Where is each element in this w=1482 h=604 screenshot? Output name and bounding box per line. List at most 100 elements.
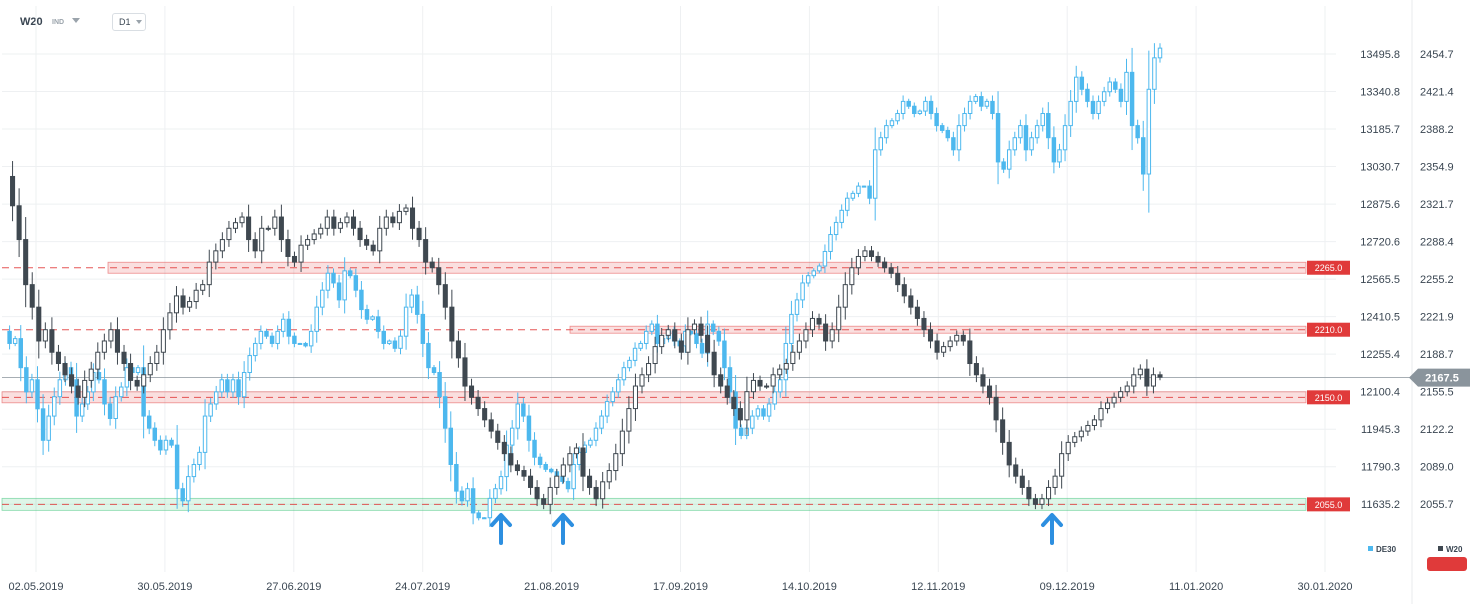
candle-down: [508, 453, 514, 466]
candle-up: [643, 330, 649, 344]
candle-up: [200, 284, 206, 291]
candle-down: [716, 330, 722, 342]
candle-down: [1046, 112, 1051, 139]
candle-up: [576, 451, 582, 465]
candle-up: [593, 427, 599, 441]
candle-up: [817, 265, 822, 272]
level-label: 2150.0: [1307, 390, 1350, 405]
candle-up: [1101, 91, 1107, 102]
level-label-text: 2265.0: [1315, 263, 1343, 273]
candle-up: [247, 355, 252, 374]
candle-up: [241, 372, 247, 398]
candle-up: [297, 342, 303, 345]
candle-down: [10, 175, 16, 207]
candle-up: [809, 317, 816, 331]
timeframe-select[interactable]: D1: [112, 13, 146, 31]
candle-up: [101, 340, 107, 353]
candle-up: [1150, 374, 1156, 387]
level-label: 2265.0: [1307, 260, 1350, 275]
level-label: 2055.0: [1307, 497, 1350, 512]
candle-down: [459, 490, 465, 502]
candle-up: [141, 374, 147, 387]
candle-up: [320, 289, 325, 308]
x-axis-tick: 21.08.2019: [524, 581, 579, 593]
instrument-type-label: IND: [52, 19, 65, 26]
candle-up: [230, 379, 236, 393]
candle-up: [1078, 430, 1084, 438]
candle-up: [1029, 137, 1034, 151]
candle-down: [75, 385, 81, 398]
candle-up: [849, 267, 855, 286]
candle-down: [694, 333, 699, 344]
candle-up: [191, 463, 197, 478]
current-price-badge: 2167.5: [1409, 368, 1470, 387]
candle-up: [318, 227, 324, 235]
candle-up: [135, 367, 141, 374]
candle-down: [350, 216, 357, 229]
candle-down: [24, 367, 29, 393]
candle-up: [275, 330, 280, 344]
candle-up: [197, 451, 202, 465]
right-axis-tick: 2354.9: [1420, 162, 1454, 174]
candle-down: [55, 351, 61, 365]
candle-up: [878, 137, 884, 151]
candle-down: [381, 330, 386, 344]
legend-label: DE30: [1376, 545, 1397, 554]
candle-down: [895, 272, 901, 286]
right-axis-tick: 2255.2: [1420, 274, 1454, 286]
candle-down: [96, 372, 102, 381]
candle-up: [691, 323, 697, 331]
candle-down: [914, 306, 920, 319]
candle-up: [396, 210, 402, 224]
candle-down: [35, 379, 40, 410]
candle-up: [606, 470, 612, 483]
candle-up: [515, 403, 521, 429]
right-axis-tick: 2188.7: [1420, 349, 1454, 361]
candle-up: [850, 192, 856, 199]
candle-down: [901, 284, 907, 297]
candle-down: [678, 340, 684, 353]
candle-up: [46, 415, 51, 441]
candle-down: [409, 207, 416, 229]
x-axis-tick: 14.10.2019: [782, 581, 837, 593]
candle-down: [415, 294, 420, 315]
symbol-label[interactable]: W20: [20, 16, 43, 28]
candle-down: [867, 185, 872, 199]
candle-up: [862, 250, 868, 257]
candle-down: [442, 396, 448, 429]
x-axis-tick: 11.01.2020: [1169, 581, 1223, 593]
candle-up: [232, 222, 239, 229]
level-label-text: 2055.0: [1315, 500, 1343, 510]
candle-up: [1068, 100, 1073, 127]
candle-up: [29, 379, 35, 393]
candle-up: [57, 379, 63, 398]
candle-down: [292, 335, 297, 344]
candle-down: [951, 137, 956, 151]
candle-up: [836, 306, 842, 331]
candle-up: [1096, 100, 1101, 114]
candle-down: [945, 129, 951, 139]
candle-up: [308, 330, 314, 347]
candle-down: [906, 100, 911, 107]
candle-up: [967, 100, 973, 114]
candle-down: [1085, 88, 1090, 102]
candle-up: [665, 329, 671, 336]
candle-down: [252, 239, 258, 252]
candle-down: [908, 295, 914, 308]
level-zones: [1, 261, 1307, 511]
candle-down: [375, 316, 381, 332]
candle-down: [449, 306, 455, 342]
candle-up: [324, 216, 330, 229]
chevron-down-icon[interactable]: [72, 18, 80, 23]
candle-down: [431, 367, 437, 374]
candle-down: [816, 317, 822, 325]
candle-down: [565, 480, 571, 490]
left-axis-tick: 11635.2: [1361, 499, 1400, 511]
candle-down: [286, 318, 292, 337]
candle-up: [95, 351, 101, 370]
x-axis-tick: 30.01.2020: [1297, 581, 1352, 593]
candle-down: [1006, 441, 1012, 466]
candle-down: [426, 342, 431, 369]
chevron-down-icon: [136, 20, 142, 24]
